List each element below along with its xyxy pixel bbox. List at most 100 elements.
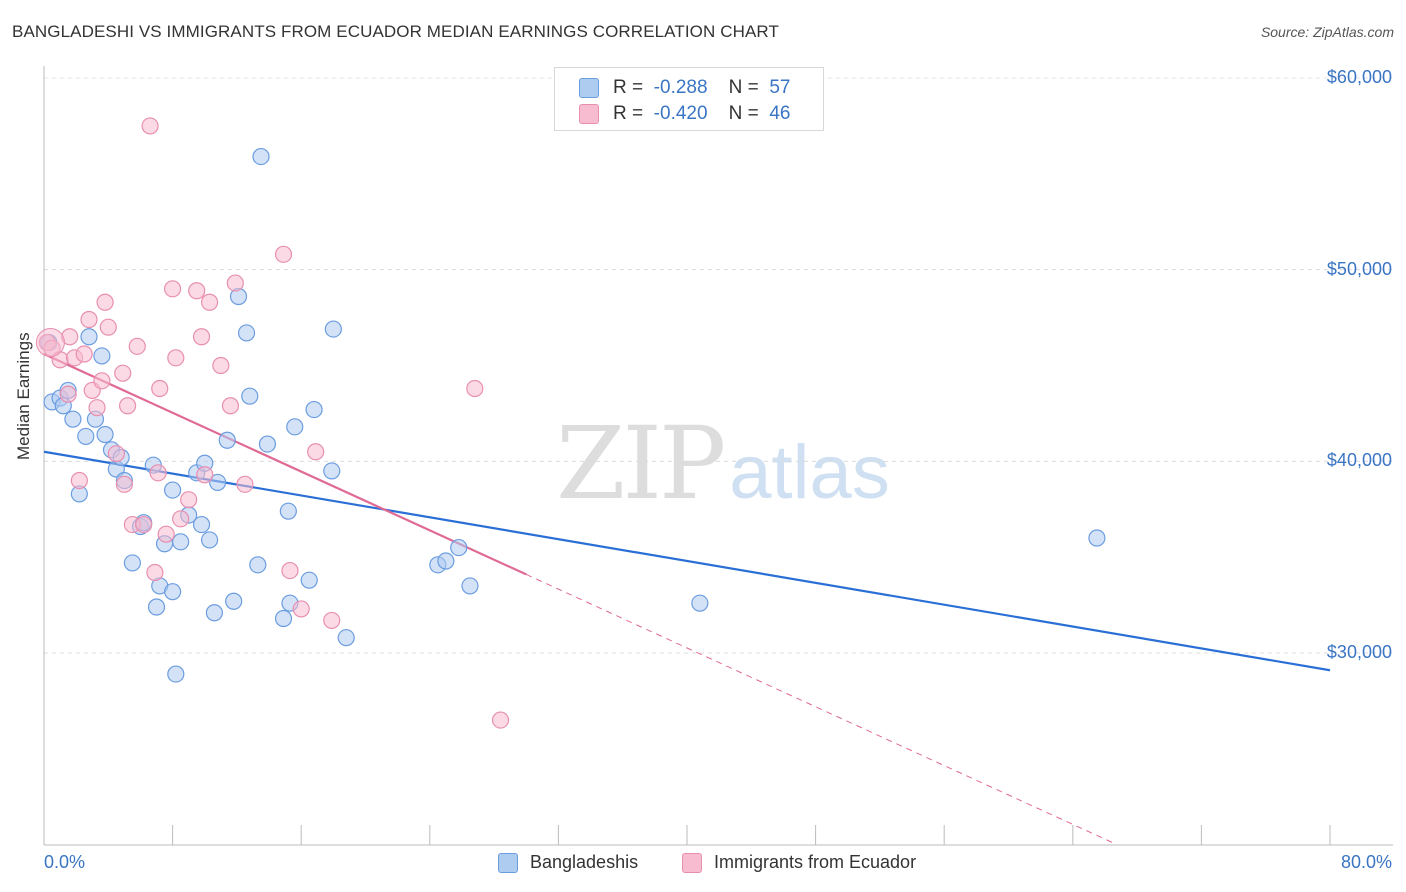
point-bangladeshi: [305, 400, 323, 419]
watermark-atlas: atlas: [729, 430, 890, 515]
point-bangladeshi: [96, 425, 114, 444]
y-tick-label: $30,000: [1326, 642, 1392, 662]
point-ecuador: [88, 399, 106, 417]
point-ecuador: [128, 337, 146, 355]
point-bangladeshi: [164, 583, 182, 601]
point-ecuador: [157, 525, 175, 543]
point-ecuador: [274, 245, 293, 263]
point-ecuador: [167, 349, 185, 367]
point-bangladeshi: [337, 629, 355, 647]
stats-row-bangladeshis: R = -0.288 N = 57: [579, 76, 790, 100]
point-ecuador: [188, 282, 206, 300]
point-bangladeshi: [237, 324, 256, 342]
point-bangladeshi: [249, 556, 267, 574]
point-bangladeshi: [77, 427, 95, 446]
point-ecuador: [80, 310, 98, 329]
point-ecuador: [141, 117, 159, 135]
point-bangladeshi: [279, 502, 297, 520]
y-tick-label: $40,000: [1326, 450, 1392, 471]
watermark-zip: ZIP: [556, 405, 726, 522]
point-ecuador: [93, 372, 111, 390]
point-bangladeshi: [218, 431, 236, 449]
source-credit: Source: ZipAtlas.com: [1260, 24, 1394, 40]
trend-lines: [43, 352, 1331, 844]
point-bangladeshi: [437, 552, 455, 570]
point-ecuador: [180, 491, 198, 509]
n-label: N =: [728, 77, 759, 98]
n-value: 57: [769, 77, 791, 98]
point-ecuador: [146, 563, 164, 582]
point-bangladeshi: [274, 609, 293, 628]
point-ecuador: [149, 464, 167, 482]
legend-item-ecuador: Immigrants from Ecuador: [682, 852, 916, 873]
point-bangladeshi: [258, 435, 277, 453]
point-ecuador: [96, 293, 114, 311]
point-bangladeshi: [461, 577, 479, 595]
point-ecuador: [107, 445, 125, 463]
point-ecuador: [75, 345, 93, 363]
point-ecuador: [192, 328, 211, 346]
trend-line-ecuador: [526, 573, 1114, 844]
point-ecuador: [307, 443, 325, 461]
point-bangladeshi: [450, 538, 468, 557]
point-bangladeshi: [691, 594, 709, 612]
watermark: ZIPatlas: [556, 405, 890, 522]
x-tick-label-min: 0.0%: [44, 852, 86, 872]
r-label: R =: [613, 77, 644, 98]
point-bangladeshi: [252, 147, 270, 166]
point-bangladeshi: [286, 418, 304, 436]
point-ecuador: [200, 293, 219, 311]
point-ecuador: [35, 328, 65, 357]
point-bangladeshi: [64, 410, 82, 428]
y-tick-label: $60,000: [1326, 67, 1392, 87]
point-bangladeshi: [192, 515, 211, 534]
x-tick-label-max: 80.0%: [1340, 852, 1392, 872]
point-ecuador: [135, 515, 153, 534]
trend-line-bangladeshis: [43, 450, 1331, 672]
point-ecuador: [172, 510, 190, 528]
point-ecuador: [323, 611, 341, 630]
point-ecuador: [292, 600, 310, 618]
y-tick-label: $50,000: [1326, 258, 1392, 279]
point-bangladeshi: [324, 320, 342, 338]
stats-legend: R = -0.288 N = 57 R = -0.420 N = 46: [554, 67, 824, 131]
data-points: [35, 117, 1106, 729]
trend-line-ecuador: [43, 352, 527, 576]
point-ecuador: [281, 561, 299, 580]
point-ecuador: [466, 379, 484, 398]
legend-label: Immigrants from Ecuador: [714, 852, 917, 872]
point-bangladeshi: [167, 665, 185, 683]
point-ecuador: [114, 364, 132, 382]
point-bangladeshi: [209, 473, 227, 492]
point-ecuador: [70, 471, 88, 490]
point-bangladeshi: [1088, 529, 1106, 547]
point-ecuador: [491, 711, 510, 729]
point-bangladeshi: [200, 531, 219, 549]
point-ecuador: [212, 356, 230, 375]
legend-label: Bangladeshis: [530, 852, 639, 872]
point-bangladeshi: [172, 533, 190, 551]
point-bangladeshi: [80, 328, 98, 346]
n-value: 46: [769, 103, 791, 124]
chart-title: BANGLADESHI VS IMMIGRANTS FROM ECUADOR M…: [12, 22, 779, 41]
y-axis-label: Median Earnings: [14, 332, 33, 460]
point-ecuador: [226, 274, 244, 292]
point-bangladeshi: [241, 387, 259, 405]
point-ecuador: [99, 318, 117, 336]
point-bangladeshi: [225, 592, 243, 610]
legend-swatch-pink: [682, 852, 702, 873]
point-ecuador: [164, 280, 182, 298]
series-legend: Bangladeshis Immigrants from Ecuador: [0, 852, 1406, 878]
point-bangladeshi: [93, 347, 111, 365]
point-ecuador: [115, 475, 133, 493]
r-value: -0.288: [653, 77, 708, 98]
point-bangladeshi: [205, 604, 223, 622]
axes: [43, 66, 1393, 846]
legend-swatch-blue: [579, 78, 599, 98]
legend-item-bangladeshis: Bangladeshis: [498, 852, 638, 873]
point-bangladeshi: [147, 598, 166, 616]
point-bangladeshi: [123, 554, 142, 572]
point-ecuador: [196, 466, 214, 484]
point-bangladeshi: [323, 462, 341, 480]
